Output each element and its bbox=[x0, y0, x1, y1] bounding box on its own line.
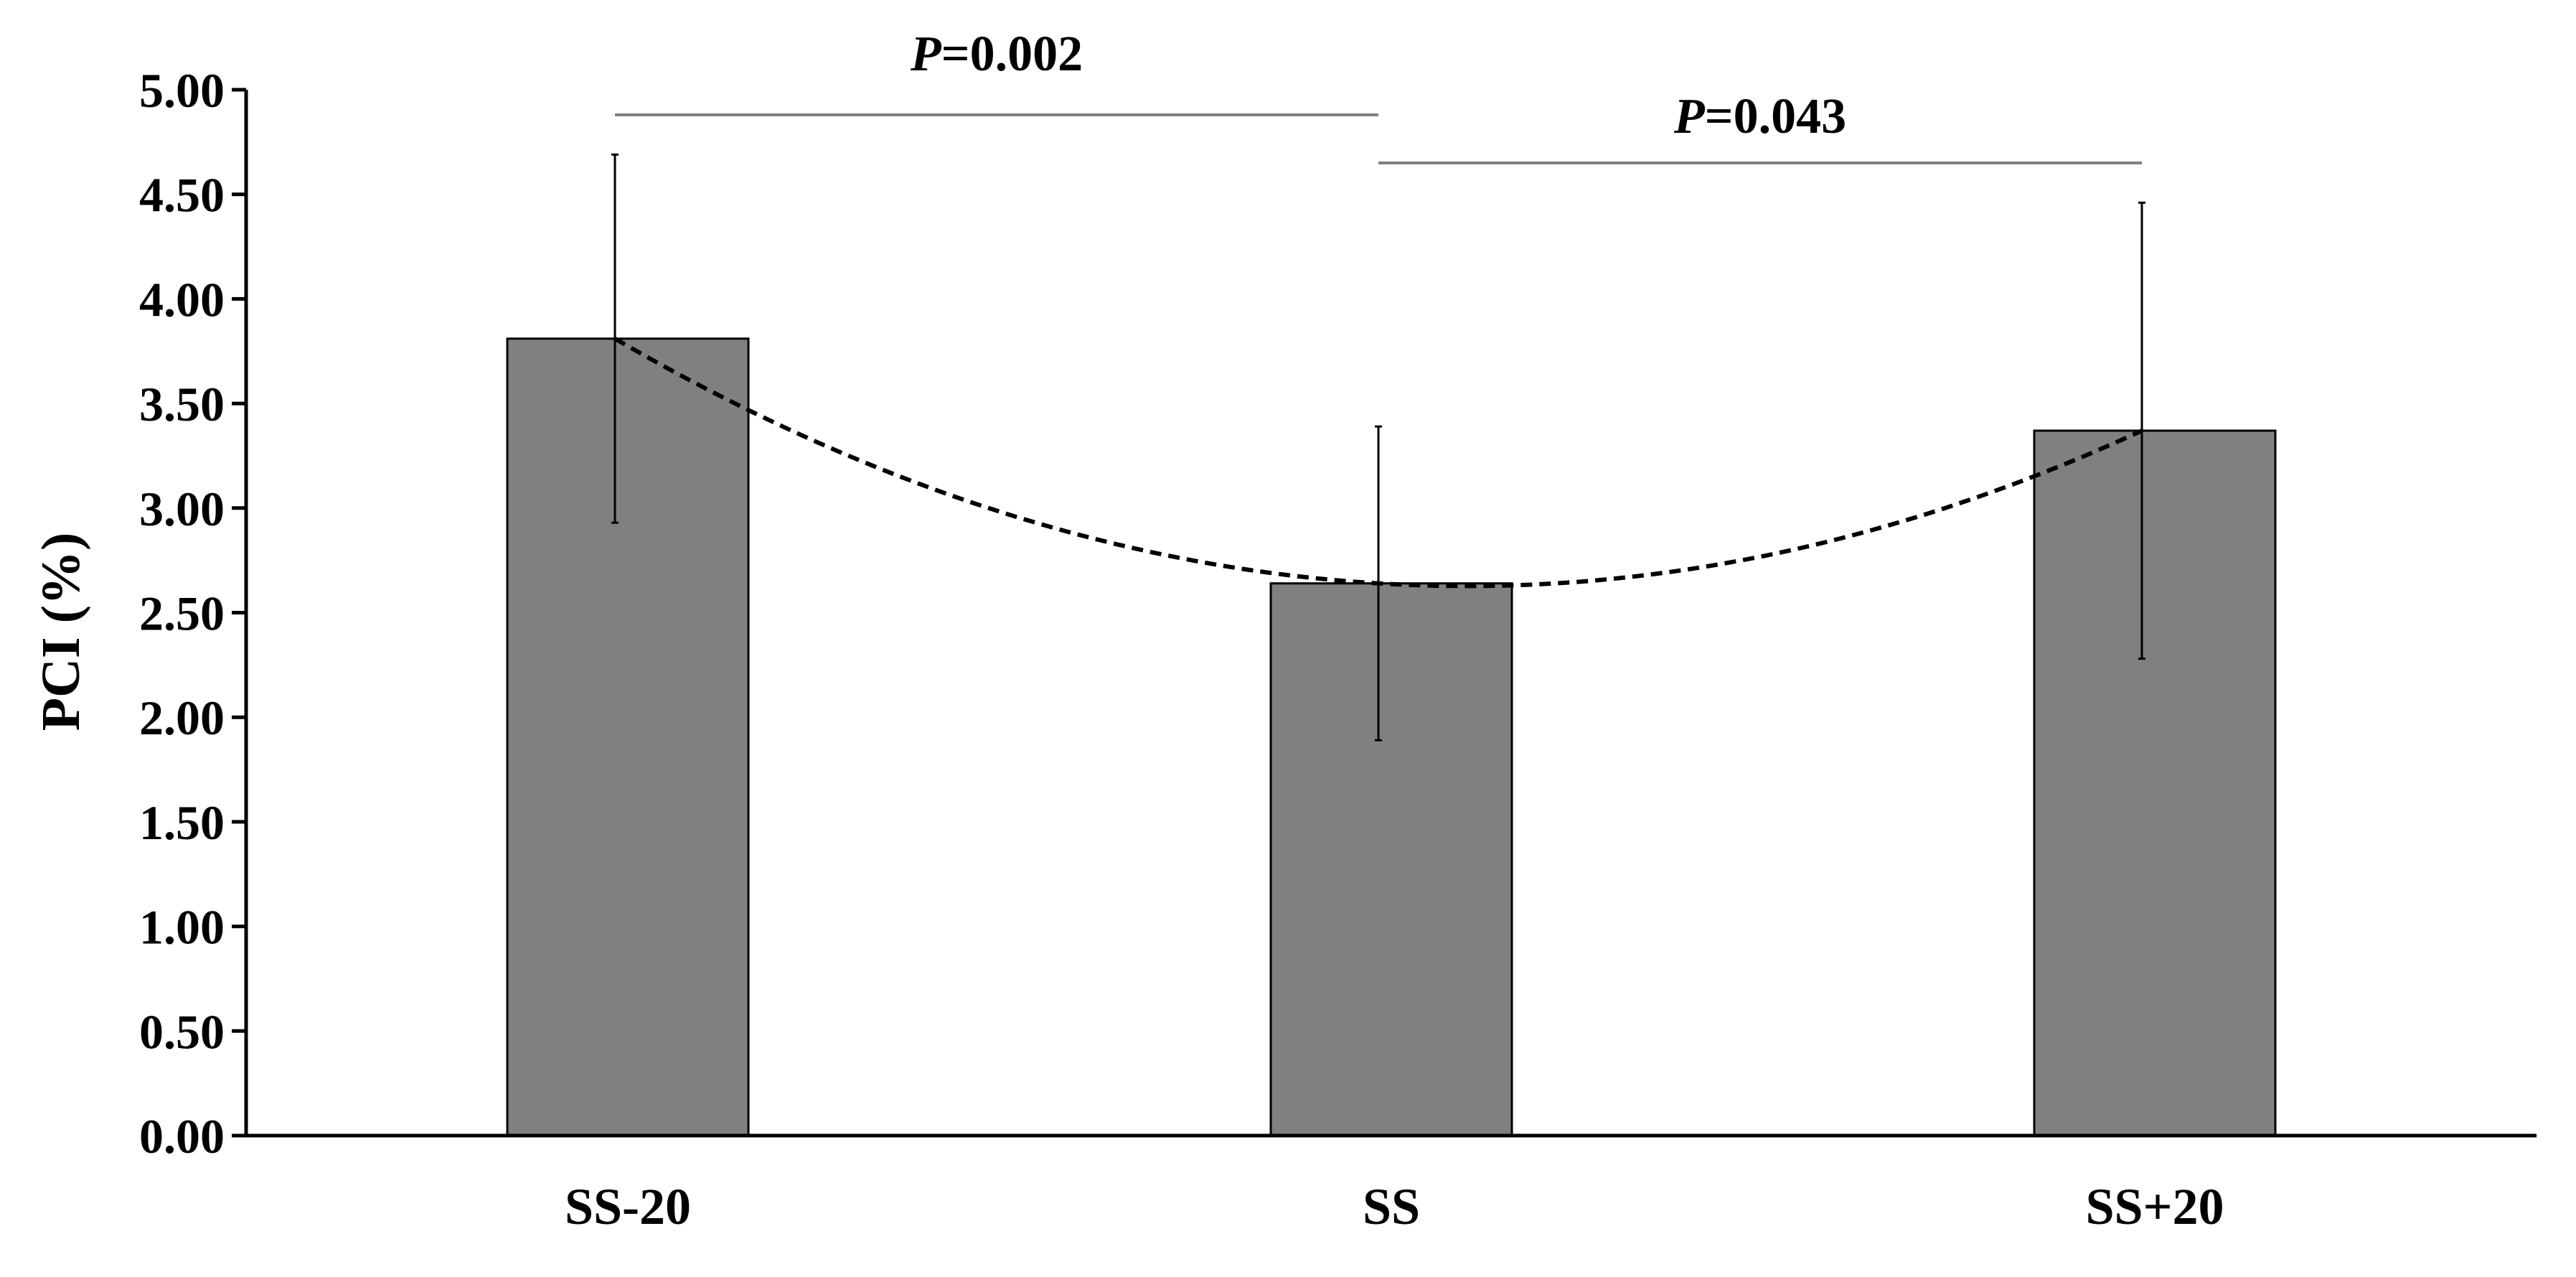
y-tick-label: 3.50 bbox=[139, 377, 225, 431]
category-labels: SS-20 SS SS+20 bbox=[565, 1178, 2224, 1235]
trend-line bbox=[614, 337, 2143, 589]
category-label: SS+20 bbox=[2085, 1178, 2224, 1235]
y-axis-ticks: 0.00 0.50 1.00 1.50 2.00 2.50 3.00 3.50 4.00 4.50… bbox=[139, 63, 246, 1164]
p-symbol: P bbox=[910, 27, 942, 82]
y-tick-label: 4.00 bbox=[139, 272, 225, 327]
error-bars-group bbox=[611, 153, 2145, 742]
y-tick-label: 0.00 bbox=[139, 1109, 225, 1164]
y-axis-title: PCI (%) bbox=[31, 533, 91, 731]
y-tick-label: 5.00 bbox=[139, 63, 225, 118]
bars-group bbox=[506, 337, 2277, 1137]
axes bbox=[244, 90, 2537, 1138]
bar bbox=[506, 337, 750, 1137]
y-tick-label: 2.00 bbox=[139, 691, 225, 745]
bar bbox=[2033, 429, 2277, 1137]
y-tick-label: 1.00 bbox=[139, 900, 225, 955]
y-tick-label: 4.50 bbox=[139, 168, 225, 223]
p-value: =0.002 bbox=[941, 27, 1083, 82]
y-tick-label: 3.00 bbox=[139, 482, 225, 536]
p-value-label: P=0.002 bbox=[910, 27, 1083, 82]
category-label: SS-20 bbox=[565, 1178, 691, 1235]
y-tick-label: 2.50 bbox=[139, 586, 225, 641]
p-value-label: P=0.043 bbox=[1673, 89, 1846, 144]
category-label: SS bbox=[1363, 1178, 1420, 1235]
p-symbol: P bbox=[1673, 89, 1706, 144]
p-value: =0.043 bbox=[1705, 89, 1846, 144]
y-tick-label: 1.50 bbox=[139, 795, 225, 850]
y-tick-label: 0.50 bbox=[139, 1004, 225, 1059]
bar bbox=[1269, 582, 1513, 1137]
